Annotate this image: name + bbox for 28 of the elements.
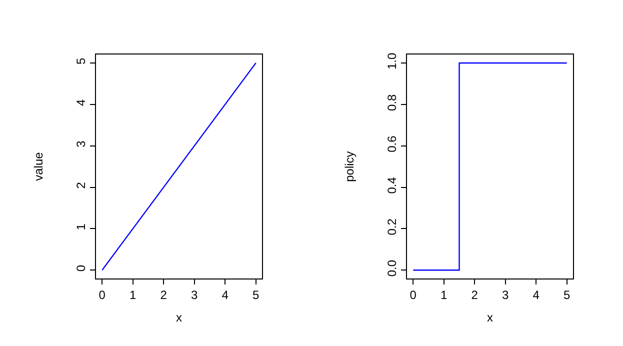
x-tick-label: 4 (532, 288, 540, 302)
x-tick-label: 4 (222, 288, 229, 302)
y-tick-label: 3 (74, 140, 88, 148)
x-tick-label: 2 (160, 288, 168, 302)
y-tick-label: 0.8 (385, 94, 400, 111)
x-tick-label: 5 (564, 288, 571, 302)
y-tick-label: 0.4 (385, 176, 400, 194)
x-tick-label: 3 (502, 288, 510, 302)
y-tick-label: 0.0 (385, 260, 400, 277)
y-tick-label: 2 (74, 182, 88, 189)
x-tick-label: 0 (410, 288, 417, 302)
y-tick-label: 1.0 (385, 52, 400, 70)
y-axis-title: policy (342, 151, 356, 182)
y-tick-label: 0.6 (385, 135, 400, 152)
x-tick-label: 1 (440, 288, 448, 302)
y-axis-title: value (32, 152, 46, 181)
x-tick-label: 1 (130, 288, 137, 302)
x-tick-label: 5 (252, 288, 260, 302)
y-tick-label: 4 (74, 98, 88, 106)
y-tick-label: 0.2 (385, 218, 400, 236)
y-tick-label: 5 (74, 58, 88, 65)
y-tick-label: 0 (74, 264, 88, 272)
x-tick-label: 2 (471, 288, 478, 302)
y-tick-label: 1 (74, 223, 88, 230)
x-tick-label: 3 (191, 288, 198, 302)
x-axis-title: x (487, 310, 493, 325)
x-tick-label: 0 (98, 288, 106, 302)
x-axis-title: x (176, 310, 182, 325)
